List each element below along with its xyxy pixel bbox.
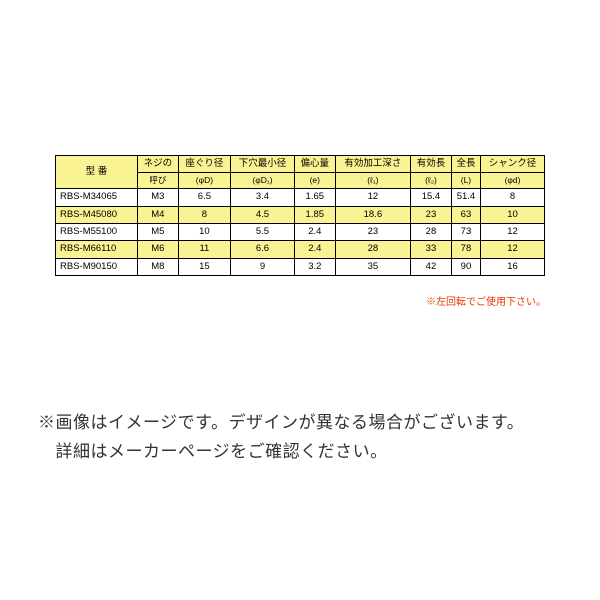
table-cell: 5.5 [231, 224, 295, 241]
table-cell: 8 [481, 189, 545, 206]
table-cell: M3 [138, 189, 179, 206]
table-cell: 42 [411, 258, 452, 275]
image-caption-line1: ※画像はイメージです。デザインが異なる場合がございます。 [38, 408, 524, 433]
table-cell: 28 [335, 241, 410, 258]
table-cell: RBS-M34065 [56, 189, 138, 206]
table-cell: 35 [335, 258, 410, 275]
table-cell: 4.5 [231, 206, 295, 223]
table-cell: 16 [481, 258, 545, 275]
rotation-footnote: ※左回転でご使用下さい。 [426, 293, 546, 308]
table-cell: 8 [178, 206, 230, 223]
table-cell: RBS-M45080 [56, 206, 138, 223]
table-cell: 9 [231, 258, 295, 275]
table-cell: 12 [335, 189, 410, 206]
table-cell: RBS-M90150 [56, 258, 138, 275]
table-cell: 73 [451, 224, 480, 241]
col-thread-top: ネジの [138, 156, 179, 173]
table-cell: M5 [138, 224, 179, 241]
table-cell: 63 [451, 206, 480, 223]
col-depth-sub: (ℓ₁) [335, 173, 410, 189]
table-row: RBS-M45080M484.51.8518.6236310 [56, 206, 545, 223]
table-cell: 78 [451, 241, 480, 258]
table-cell: 28 [411, 224, 452, 241]
table-cell: RBS-M55100 [56, 224, 138, 241]
table-cell: 1.85 [294, 206, 335, 223]
col-efflen-sub: (ℓ₂) [411, 173, 452, 189]
col-minhole-sub: (φD₁) [231, 173, 295, 189]
table-row: RBS-M66110M6116.62.428337812 [56, 241, 545, 258]
table-cell: 2.4 [294, 241, 335, 258]
table-cell: 2.4 [294, 224, 335, 241]
table-body: RBS-M34065M36.53.41.651215.451.48RBS-M45… [56, 189, 545, 276]
table-cell: 12 [481, 224, 545, 241]
col-depth-top: 有効加工深さ [335, 156, 410, 173]
table-cell: 15 [178, 258, 230, 275]
col-ecc-sub: (e) [294, 173, 335, 189]
table-cell: M6 [138, 241, 179, 258]
col-shank-sub: (φd) [481, 173, 545, 189]
spec-table-container: 型 番 ネジの 座ぐり径 下穴最小径 偏心量 有効加工深さ 有効長 全長 シャン… [55, 155, 545, 276]
table-cell: 18.6 [335, 206, 410, 223]
table-header: 型 番 ネジの 座ぐり径 下穴最小径 偏心量 有効加工深さ 有効長 全長 シャン… [56, 156, 545, 189]
table-cell: 51.4 [451, 189, 480, 206]
table-row: RBS-M90150M81593.235429016 [56, 258, 545, 275]
table-cell: 10 [481, 206, 545, 223]
col-shank-top: シャンク径 [481, 156, 545, 173]
col-thread-sub: 呼び [138, 173, 179, 189]
col-seat-top: 座ぐり径 [178, 156, 230, 173]
col-minhole-top: 下穴最小径 [231, 156, 295, 173]
col-seat-sub: (φD) [178, 173, 230, 189]
table-cell: 15.4 [411, 189, 452, 206]
table-row: RBS-M55100M5105.52.423287312 [56, 224, 545, 241]
col-model-header: 型 番 [56, 156, 138, 189]
col-total-sub: (L) [451, 173, 480, 189]
col-total-top: 全長 [451, 156, 480, 173]
table-row: RBS-M34065M36.53.41.651215.451.48 [56, 189, 545, 206]
table-cell: 6.5 [178, 189, 230, 206]
col-ecc-top: 偏心量 [294, 156, 335, 173]
col-efflen-top: 有効長 [411, 156, 452, 173]
table-cell: 3.4 [231, 189, 295, 206]
table-cell: M4 [138, 206, 179, 223]
table-cell: 12 [481, 241, 545, 258]
table-cell: 1.65 [294, 189, 335, 206]
table-cell: 3.2 [294, 258, 335, 275]
table-cell: 23 [335, 224, 410, 241]
table-cell: RBS-M66110 [56, 241, 138, 258]
table-cell: 6.6 [231, 241, 295, 258]
image-caption-line2: 詳細はメーカーページをご確認ください。 [38, 437, 388, 462]
table-cell: 10 [178, 224, 230, 241]
table-cell: M8 [138, 258, 179, 275]
table-cell: 23 [411, 206, 452, 223]
table-cell: 11 [178, 241, 230, 258]
table-cell: 90 [451, 258, 480, 275]
table-cell: 33 [411, 241, 452, 258]
spec-table: 型 番 ネジの 座ぐり径 下穴最小径 偏心量 有効加工深さ 有効長 全長 シャン… [55, 155, 545, 276]
